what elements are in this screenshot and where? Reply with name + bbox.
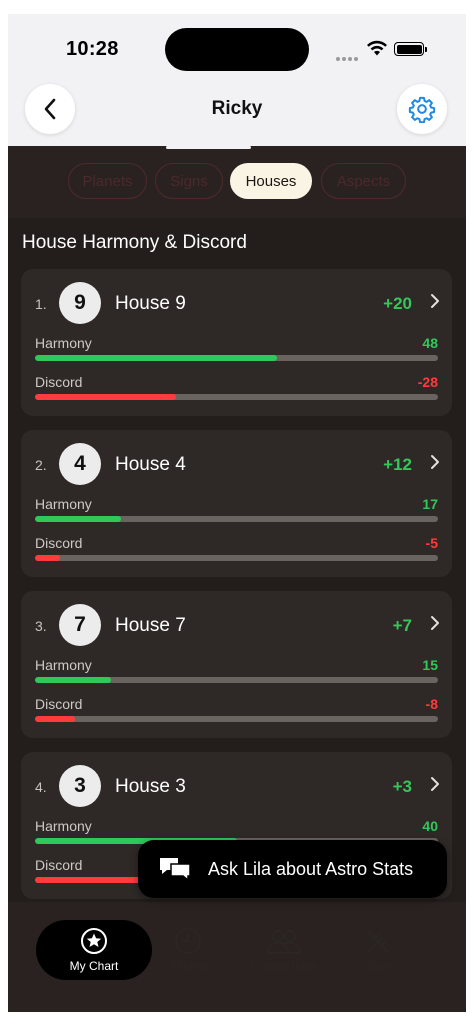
harmony-value: 15 — [422, 657, 438, 673]
segment-planets[interactable]: Planets — [68, 163, 147, 199]
discord-track — [35, 716, 438, 722]
dynamic-island — [165, 28, 309, 71]
tab-my-chart[interactable]: My Chart — [36, 920, 152, 980]
harmony-bar — [35, 516, 121, 522]
discord-value: -5 — [425, 535, 438, 551]
house-name: House 9 — [115, 293, 186, 314]
rank-label: 3. — [35, 618, 47, 634]
harmony-bar — [35, 355, 277, 361]
house-card[interactable]: 2. 4 House 4 +12 Harmony 17 Discord -5 — [21, 430, 452, 577]
discord-label: Discord — [35, 857, 83, 873]
bottom-tab-bar: My Chart Timing Connections — [8, 902, 466, 1012]
discord-bar — [35, 877, 148, 883]
segment-houses[interactable]: Houses — [230, 163, 312, 199]
house-name: House 3 — [115, 776, 186, 797]
tab-label: Tools — [364, 960, 393, 974]
tab-connections[interactable]: Connections — [226, 920, 342, 980]
rank-label: 1. — [35, 296, 47, 312]
harmony-label: Harmony — [35, 496, 92, 512]
discord-bar — [35, 394, 177, 400]
house-number-badge: 9 — [59, 282, 101, 324]
harmony-label: Harmony — [35, 657, 92, 673]
house-number-badge: 3 — [59, 765, 101, 807]
house-card[interactable]: 3. 7 House 7 +7 Harmony 15 Discord -8 — [21, 591, 452, 738]
battery-icon — [394, 42, 427, 56]
segment-control: Planets Signs Houses Aspects — [8, 146, 466, 218]
harmony-track — [35, 355, 438, 361]
house-card[interactable]: 1. 9 House 9 +20 Harmony 48 Discord -28 — [21, 269, 452, 416]
discord-value: -28 — [417, 374, 438, 390]
phone-screen: 10:28 Ricky Plane — [8, 14, 466, 1012]
discord-track — [35, 394, 438, 400]
status-time: 10:28 — [66, 38, 119, 60]
harmony-label: Harmony — [35, 335, 92, 351]
net-score: +3 — [392, 777, 412, 796]
tab-timing[interactable]: Timing — [130, 920, 246, 980]
discord-value: -8 — [425, 696, 438, 712]
discord-bar — [35, 555, 61, 561]
tab-label: My Chart — [69, 959, 119, 973]
tab-label: Connections — [250, 959, 318, 973]
back-button[interactable] — [25, 84, 75, 134]
house-name: House 4 — [115, 454, 186, 475]
net-score: +12 — [383, 455, 412, 474]
harmony-value: 48 — [422, 335, 438, 351]
chevron-left-icon — [44, 98, 56, 120]
harmony-track — [35, 677, 438, 683]
tab-label: Timing — [170, 959, 206, 973]
chat-bubbles-icon — [160, 858, 191, 882]
star-circle-icon — [81, 928, 107, 954]
chevron-right-icon — [431, 294, 439, 308]
harmony-bar — [35, 838, 237, 844]
harmony-track — [35, 516, 438, 522]
segment-aspects[interactable]: Aspects — [321, 163, 406, 199]
house-number-badge: 7 — [59, 604, 101, 646]
tab-indicator — [166, 146, 251, 149]
section-title: House Harmony & Discord — [22, 232, 247, 253]
harmony-bar — [35, 677, 111, 683]
discord-track — [35, 555, 438, 561]
harmony-label: Harmony — [35, 818, 92, 834]
ask-lila-label: Ask Lila about Astro Stats — [208, 858, 414, 879]
chevron-right-icon — [431, 616, 439, 630]
rank-label: 4. — [35, 779, 47, 795]
rank-label: 2. — [35, 457, 47, 473]
page-title: Ricky — [211, 98, 263, 119]
settings-button[interactable] — [397, 84, 447, 134]
gear-icon — [408, 96, 436, 123]
ask-lila-button[interactable]: Ask Lila about Astro Stats — [138, 840, 447, 898]
clock-icon — [175, 928, 201, 954]
house-number-badge: 4 — [59, 443, 101, 485]
discord-bar — [35, 716, 76, 722]
discord-label: Discord — [35, 374, 83, 390]
tab-tools[interactable]: Tools — [321, 920, 437, 980]
harmony-value: 40 — [422, 818, 438, 834]
wifi-icon — [367, 40, 387, 56]
tools-icon — [367, 930, 390, 954]
discord-label: Discord — [35, 696, 83, 712]
top-bar: 10:28 Ricky — [8, 14, 466, 146]
people-icon — [266, 930, 302, 954]
discord-label: Discord — [35, 535, 83, 551]
chevron-right-icon — [431, 777, 439, 791]
segment-signs[interactable]: Signs — [155, 163, 223, 199]
net-score: +20 — [383, 294, 412, 313]
house-name: House 7 — [115, 615, 186, 636]
status-icons — [336, 40, 436, 61]
chevron-right-icon — [431, 455, 439, 469]
net-score: +7 — [392, 616, 412, 635]
harmony-value: 17 — [422, 496, 438, 512]
cellular-icon — [336, 48, 360, 66]
